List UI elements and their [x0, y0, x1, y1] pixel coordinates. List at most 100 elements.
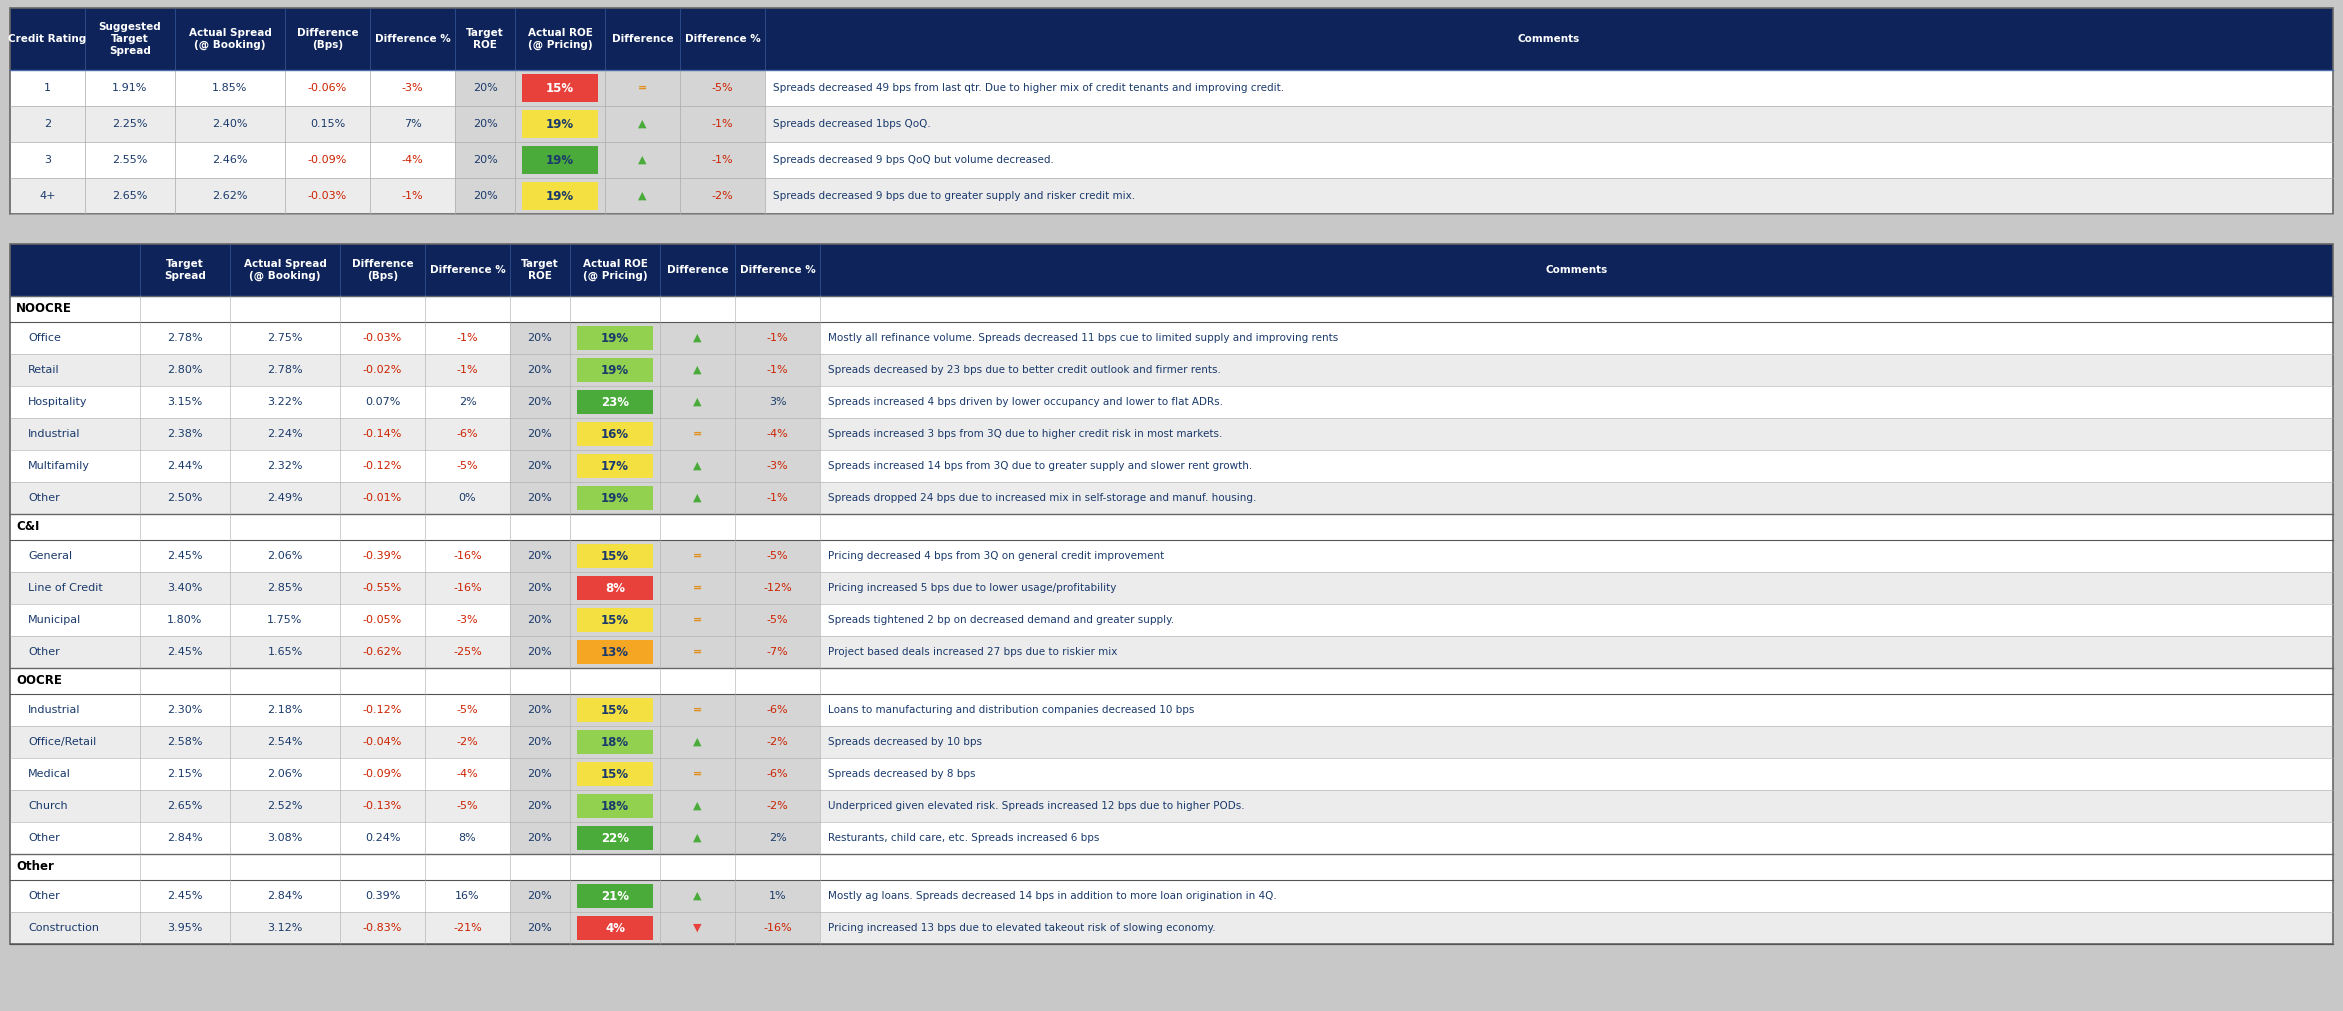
Text: 2.62%: 2.62%	[213, 191, 248, 201]
Text: 19%: 19%	[600, 491, 628, 504]
Text: -2%: -2%	[766, 737, 787, 747]
Bar	[9, 912, 2334, 944]
Text: -0.04%: -0.04%	[363, 737, 403, 747]
Bar	[511, 482, 820, 514]
Text: -0.55%: -0.55%	[363, 583, 403, 593]
Text: -6%: -6%	[457, 429, 478, 439]
Bar	[576, 608, 654, 632]
Bar	[576, 454, 654, 478]
Text: 20%: 20%	[473, 155, 497, 165]
Text: -3%: -3%	[766, 461, 787, 471]
Bar	[511, 694, 820, 726]
Text: 1.80%: 1.80%	[166, 615, 204, 625]
Text: 3.15%: 3.15%	[166, 397, 201, 407]
Text: 2.44%: 2.44%	[166, 461, 204, 471]
Bar	[9, 8, 2334, 70]
Text: 3.40%: 3.40%	[166, 583, 204, 593]
Bar	[576, 358, 654, 382]
Text: 23%: 23%	[602, 395, 628, 408]
Text: -0.13%: -0.13%	[363, 801, 403, 811]
Text: -1%: -1%	[766, 365, 787, 375]
Text: ▲: ▲	[694, 891, 703, 901]
Text: 2.78%: 2.78%	[267, 365, 302, 375]
Text: =: =	[637, 83, 647, 93]
Text: -5%: -5%	[457, 801, 478, 811]
Text: 13%: 13%	[602, 645, 628, 658]
Text: 2.32%: 2.32%	[267, 461, 302, 471]
Text: Target
ROE: Target ROE	[466, 28, 504, 50]
Text: 19%: 19%	[546, 189, 574, 202]
Text: Difference %: Difference %	[740, 265, 815, 275]
Text: 3.08%: 3.08%	[267, 833, 302, 843]
Text: 20%: 20%	[527, 769, 553, 779]
Text: 1.85%: 1.85%	[213, 83, 248, 93]
Text: 20%: 20%	[527, 891, 553, 901]
Text: Spreads decreased by 8 bps: Spreads decreased by 8 bps	[827, 769, 975, 779]
Bar	[9, 822, 2334, 854]
Bar	[9, 668, 2334, 694]
Bar	[511, 450, 820, 482]
Text: 3.22%: 3.22%	[267, 397, 302, 407]
Text: 16%: 16%	[455, 891, 480, 901]
Bar	[9, 321, 2334, 354]
Bar	[455, 106, 766, 142]
Text: ▲: ▲	[694, 493, 703, 503]
Bar	[9, 296, 2334, 321]
Text: Comments: Comments	[1518, 34, 1579, 44]
Text: 20%: 20%	[527, 615, 553, 625]
Bar	[576, 826, 654, 850]
Text: -0.12%: -0.12%	[363, 705, 403, 715]
Text: 2.85%: 2.85%	[267, 583, 302, 593]
Text: -5%: -5%	[766, 551, 787, 561]
Text: Difference
(Bps): Difference (Bps)	[298, 28, 358, 50]
Text: ▲: ▲	[694, 801, 703, 811]
Text: 8%: 8%	[604, 581, 626, 594]
Text: 3.95%: 3.95%	[166, 923, 204, 933]
Text: Medical: Medical	[28, 769, 70, 779]
Text: 2.46%: 2.46%	[213, 155, 248, 165]
Text: 19%: 19%	[600, 332, 628, 345]
Bar	[9, 70, 2334, 106]
Text: 0%: 0%	[459, 493, 476, 503]
Text: Actual Spread
(@ Booking): Actual Spread (@ Booking)	[187, 28, 272, 50]
Text: 20%: 20%	[527, 397, 553, 407]
Text: Credit Rating: Credit Rating	[9, 34, 87, 44]
Text: 3.12%: 3.12%	[267, 923, 302, 933]
Bar	[576, 390, 654, 415]
Text: =: =	[694, 705, 703, 715]
Text: Mostly all refinance volume. Spreads decreased 11 bps cue to limited supply and : Mostly all refinance volume. Spreads dec…	[827, 333, 1338, 343]
Text: 20%: 20%	[527, 365, 553, 375]
Bar	[9, 450, 2334, 482]
Text: 2.84%: 2.84%	[166, 833, 204, 843]
Text: -3%: -3%	[401, 83, 424, 93]
Bar	[9, 726, 2334, 758]
Text: -0.62%: -0.62%	[363, 647, 403, 657]
Bar	[9, 694, 2334, 726]
Text: Actual Spread
(@ Booking): Actual Spread (@ Booking)	[244, 259, 326, 281]
Text: 2.54%: 2.54%	[267, 737, 302, 747]
Bar	[9, 418, 2334, 450]
Text: Difference: Difference	[612, 34, 672, 44]
Text: 15%: 15%	[600, 767, 628, 780]
Text: -6%: -6%	[766, 769, 787, 779]
Text: Spreads increased 14 bps from 3Q due to greater supply and slower rent growth.: Spreads increased 14 bps from 3Q due to …	[827, 461, 1251, 471]
Text: 1.75%: 1.75%	[267, 615, 302, 625]
Text: -1%: -1%	[712, 155, 733, 165]
Text: ▲: ▲	[637, 191, 647, 201]
Text: Hospitality: Hospitality	[28, 397, 87, 407]
Bar	[9, 8, 2334, 214]
Bar	[511, 572, 820, 604]
Bar	[522, 182, 597, 209]
Text: 0.24%: 0.24%	[366, 833, 401, 843]
Text: Project based deals increased 27 bps due to riskier mix: Project based deals increased 27 bps due…	[827, 647, 1118, 657]
Bar	[576, 544, 654, 568]
Bar	[576, 884, 654, 908]
Bar	[511, 418, 820, 450]
Text: 7%: 7%	[403, 119, 422, 129]
Text: 18%: 18%	[600, 800, 628, 813]
Text: Office/Retail: Office/Retail	[28, 737, 96, 747]
Text: Difference %: Difference %	[375, 34, 450, 44]
Text: Retail: Retail	[28, 365, 59, 375]
Text: 2: 2	[45, 119, 52, 129]
Text: Spreads decreased by 10 bps: Spreads decreased by 10 bps	[827, 737, 982, 747]
